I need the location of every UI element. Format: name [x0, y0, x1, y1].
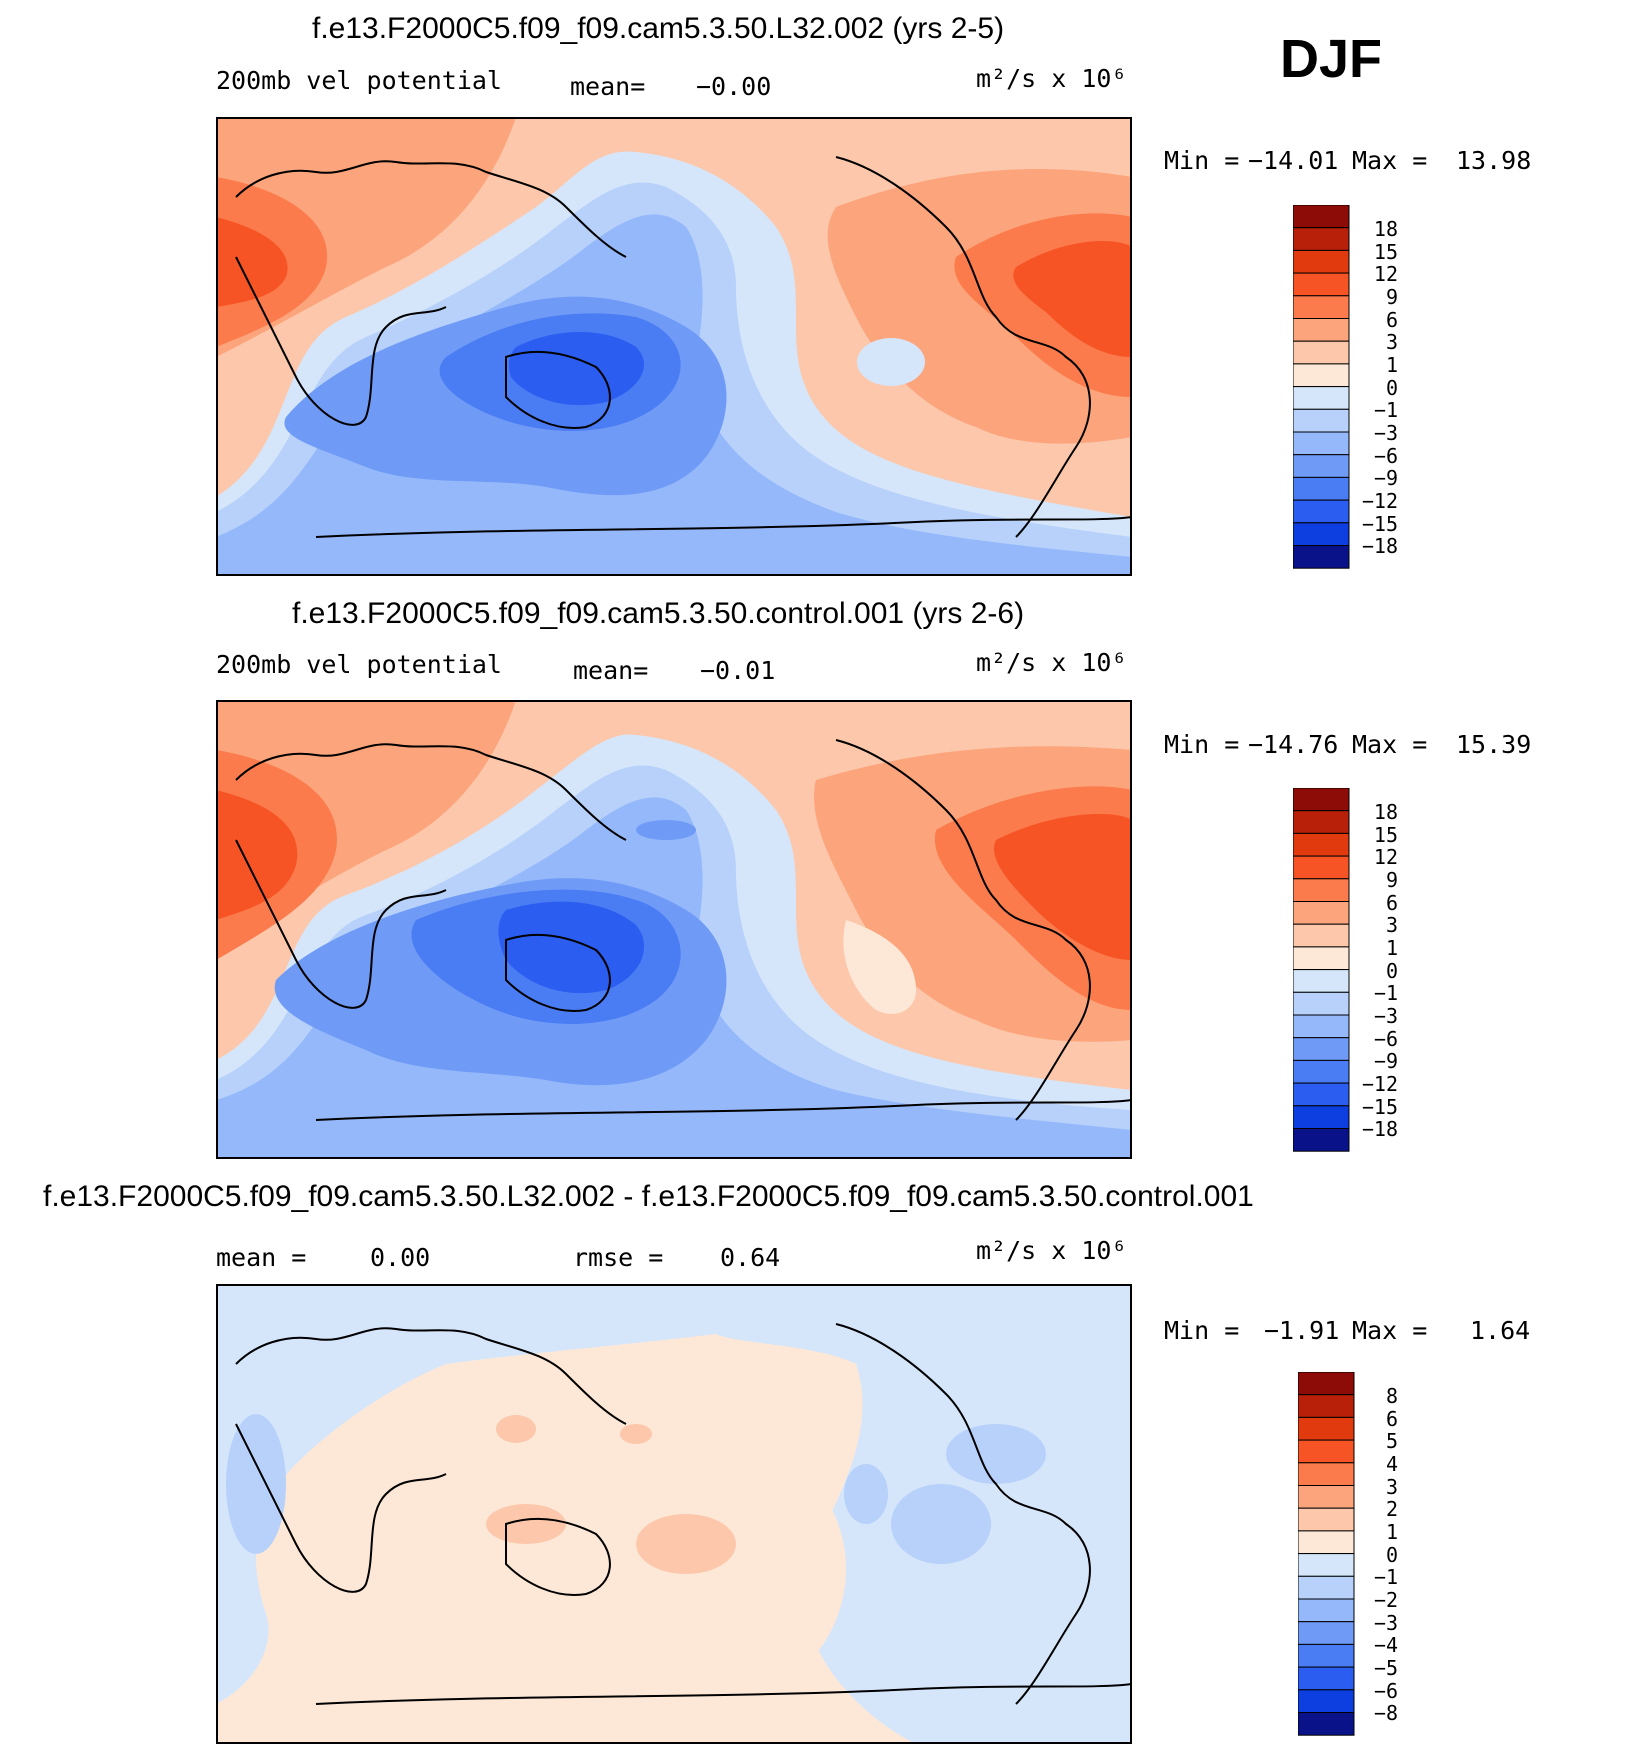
- cb3-tick: −4: [1373, 1633, 1398, 1657]
- panel1-units: m²/s x 10⁶: [976, 64, 1127, 93]
- cb2-tick: −3: [1373, 1004, 1398, 1028]
- panel2-units: m²/s x 10⁶: [976, 648, 1127, 677]
- panel2-mean-label: mean=: [573, 656, 649, 685]
- panel1-colorbar: [1293, 205, 1350, 569]
- panel2-max-value: 15.39: [1456, 730, 1532, 759]
- cb1-tick: −1: [1373, 398, 1398, 422]
- cb1-tick: −12: [1361, 489, 1398, 513]
- cb1-tick: −3: [1373, 421, 1398, 445]
- cb1-tick: 18: [1373, 217, 1398, 241]
- cb1-tick: −6: [1373, 444, 1398, 468]
- cb2-tick: 3: [1385, 913, 1398, 937]
- cb3-tick: 8: [1385, 1384, 1398, 1408]
- cb1-tick: 0: [1385, 376, 1398, 400]
- panel2-mean-value: −0.01: [700, 656, 776, 685]
- cb1-tick: −9: [1373, 466, 1398, 490]
- cb1-tick: 12: [1373, 262, 1398, 286]
- cb1-tick: 15: [1373, 240, 1398, 264]
- panel1-max-value: 13.98: [1456, 146, 1532, 175]
- cb2-tick: 9: [1385, 868, 1398, 892]
- cb2-tick: 0: [1385, 959, 1398, 983]
- cb2-tick: 1: [1385, 936, 1398, 960]
- panel3-map: [216, 1284, 1132, 1744]
- cb2-tick: 15: [1373, 823, 1398, 847]
- panel3-mean-value: 0.00: [370, 1243, 431, 1272]
- panel3-min-value: −1.91: [1264, 1316, 1340, 1345]
- cb3-tick: −2: [1373, 1588, 1398, 1612]
- panel2-max-label: Max =: [1352, 730, 1428, 759]
- cb2-tick: −15: [1361, 1095, 1398, 1119]
- panel3-colorbar: [1298, 1372, 1355, 1736]
- cb3-tick: 6: [1385, 1407, 1398, 1431]
- cb1-tick: −18: [1361, 534, 1398, 558]
- cb3-tick: 4: [1385, 1452, 1398, 1476]
- cb1-tick: 9: [1385, 285, 1398, 309]
- cb1-tick: 1: [1385, 353, 1398, 377]
- cb3-tick: 3: [1385, 1475, 1398, 1499]
- cb3-tick: −5: [1373, 1656, 1398, 1680]
- panel1-min-value: −14.01: [1248, 146, 1339, 175]
- panel2-map: [216, 700, 1132, 1159]
- panel1-map: [216, 117, 1132, 576]
- panel3-rmse-value: 0.64: [720, 1243, 781, 1272]
- cb3-tick: −3: [1373, 1611, 1398, 1635]
- panel3-max-label: Max =: [1352, 1316, 1428, 1345]
- panel1-min-label: Min =: [1164, 146, 1240, 175]
- panel3-title: f.e13.F2000C5.f09_f09.cam5.3.50.L32.002 …: [43, 1180, 1254, 1213]
- panel2-colorbar: [1293, 788, 1350, 1152]
- panel2-title: f.e13.F2000C5.f09_f09.cam5.3.50.control.…: [292, 597, 1025, 630]
- cb3-tick: 5: [1385, 1429, 1398, 1453]
- cb3-tick: −6: [1373, 1679, 1398, 1703]
- cb3-tick: 2: [1385, 1497, 1398, 1521]
- panel3-mean-label: mean =: [216, 1243, 307, 1272]
- panel2-min-value: −14.76: [1248, 730, 1339, 759]
- cb1-tick: 6: [1385, 308, 1398, 332]
- cb2-tick: −9: [1373, 1049, 1398, 1073]
- cb2-tick: 18: [1373, 800, 1398, 824]
- cb2-tick: −12: [1361, 1072, 1398, 1096]
- cb3-tick: 1: [1385, 1520, 1398, 1544]
- panel2-variable-label: 200mb vel potential: [216, 650, 502, 679]
- cb3-tick: −8: [1373, 1701, 1398, 1725]
- cb2-tick: −6: [1373, 1027, 1398, 1051]
- cb2-tick: 12: [1373, 845, 1398, 869]
- panel1-variable-label: 200mb vel potential: [216, 66, 502, 95]
- cb3-tick: 0: [1385, 1543, 1398, 1567]
- cb2-tick: −1: [1373, 981, 1398, 1005]
- panel1-title: f.e13.F2000C5.f09_f09.cam5.3.50.L32.002 …: [312, 12, 1005, 45]
- cb2-tick: 6: [1385, 891, 1398, 915]
- panel3-max-value: 1.64: [1470, 1316, 1531, 1345]
- season-label: DJF: [1280, 29, 1383, 89]
- panel2-min-label: Min =: [1164, 730, 1240, 759]
- panel3-units: m²/s x 10⁶: [976, 1236, 1127, 1265]
- panel1-max-label: Max =: [1352, 146, 1428, 175]
- panel1-mean-value: −0.00: [696, 72, 772, 101]
- panel3-rmse-label: rmse =: [573, 1243, 664, 1272]
- cb1-tick: −15: [1361, 512, 1398, 536]
- panel1-mean-label: mean=: [570, 72, 646, 101]
- cb1-tick: 3: [1385, 330, 1398, 354]
- panel3-min-label: Min =: [1164, 1316, 1240, 1345]
- cb3-tick: −1: [1373, 1565, 1398, 1589]
- cb2-tick: −18: [1361, 1117, 1398, 1141]
